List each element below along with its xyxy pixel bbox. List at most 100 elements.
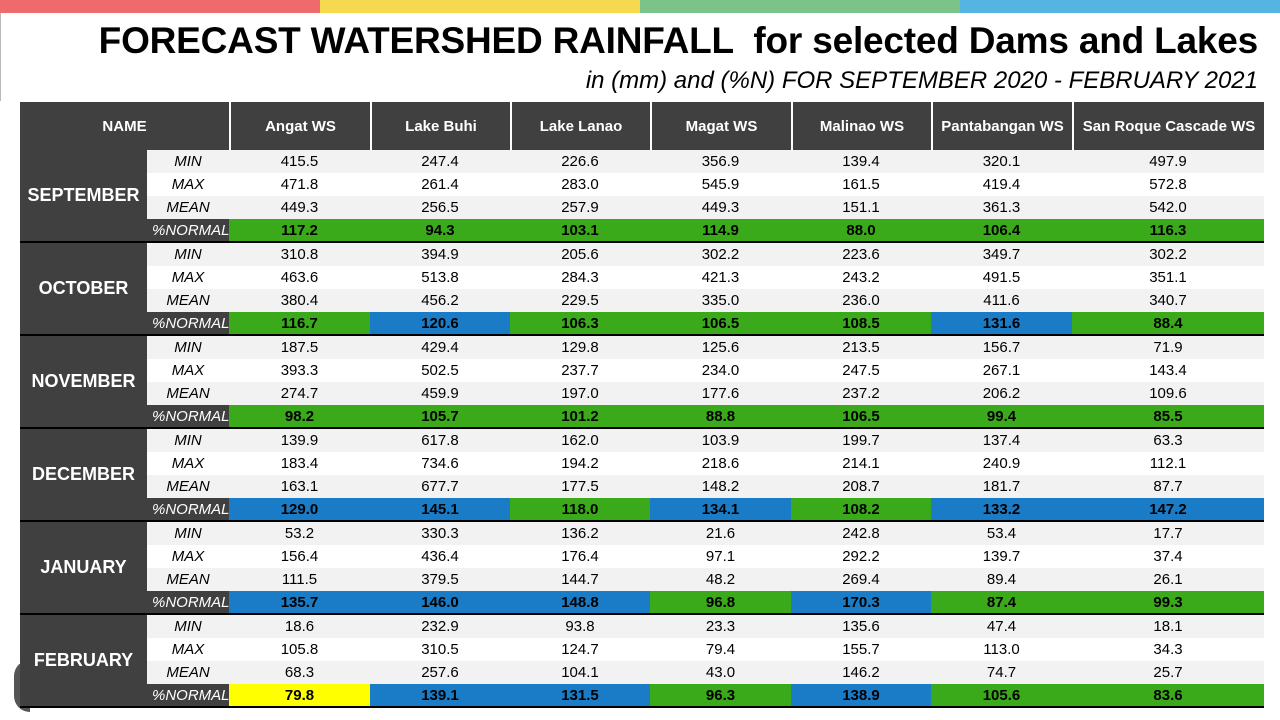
table-row-normal: %NORMAL 129.0 145.1 118.0 134.1 108.2 133.2 147… [147,498,1264,520]
rainfall-value-cell: 267.1 [982,362,1021,379]
percent-normal-cell: 131.6 [931,312,1072,334]
rainfall-value-cell: 139.7 [982,548,1021,565]
percent-normal-cell: 88.8 [650,405,791,427]
percent-normal-cell: 135.7 [229,591,370,613]
rainfall-value-cell: 421.3 [701,269,740,286]
percent-normal-cell: 170.3 [791,591,931,613]
table-row-normal: %NORMAL 116.7 120.6 106.3 106.5 108.5 131.6 88.… [147,312,1264,334]
rainfall-value-cell: 234.0 [701,362,740,379]
rainfall-value-cell: 197.0 [561,385,599,402]
rainfall-value-cell: 302.2 [701,246,740,263]
rainfall-value-cell: 677.7 [421,478,459,495]
table-row-max: MAX 393.3 502.5 237.7 234.0 247.5 267.1 143.4 [147,359,1264,382]
row-label: MAX [171,269,205,286]
page-title: FORECAST WATERSHED RAINFALL for selected… [98,20,1259,61]
rainfall-value-cell: 545.9 [701,176,740,193]
rainfall-value-cell: 53.2 [284,525,315,542]
rainfall-value-cell: 136.2 [561,525,599,542]
column-header: Lake Buhi [370,102,510,150]
rainfall-value-cell: 177.5 [561,478,599,495]
rainfall-value-cell: 146.2 [842,664,880,681]
percent-normal-cell: 79.8 [229,684,370,706]
rainfall-value-cell: 223.6 [842,246,880,263]
rainfall-value-cell: 129.8 [561,339,599,356]
column-header: Magat WS [650,102,791,150]
table-row-min: MIN 53.2 330.3 136.2 21.6 242.8 53.4 17.7 [147,522,1264,545]
row-label: %NORMAL [147,591,230,613]
rainfall-value-cell: 356.9 [701,153,740,170]
month-label: SEPTEMBER [20,150,147,241]
percent-normal-cell: 106.5 [791,405,931,427]
rainfall-value-cell: 63.3 [1153,432,1183,449]
percent-normal-cell: 133.2 [931,498,1072,520]
rainfall-value-cell: 415.5 [280,153,319,170]
month-block-december: DECEMBER MIN 139.9 617.8 162.0 103.9 199.7 137.… [20,429,1264,520]
rainfall-value-cell: 617.8 [421,432,459,449]
rainfall-value-cell: 112.1 [1149,455,1187,472]
table-row-normal: %NORMAL 117.2 94.3 103.1 114.9 88.0 106.4 116.3 [147,219,1264,241]
rainfall-value-cell: 242.8 [842,525,880,542]
month-separator [20,241,1264,243]
row-label: MIN [174,525,202,542]
row-label: MAX [171,455,205,472]
rainfall-value-cell: 340.7 [1149,292,1187,309]
month-separator [20,706,1264,708]
percent-normal-cell: 94.3 [370,219,510,241]
name-column-header: NAME [20,102,229,150]
row-label: MIN [174,618,202,635]
percent-normal-cell: 88.4 [1072,312,1264,334]
month-label: JANUARY [20,522,147,613]
rainfall-value-cell: 542.0 [1149,199,1187,216]
percent-normal-cell: 106.3 [510,312,650,334]
rainfall-value-cell: 302.2 [1149,246,1187,263]
row-label: MEAN [166,199,210,216]
rainfall-value-cell: 284.3 [561,269,599,286]
rainfall-value-cell: 103.9 [701,432,740,449]
percent-normal-cell: 138.9 [791,684,931,706]
rainfall-value-cell: 162.0 [561,432,599,449]
percent-normal-cell: 98.2 [229,405,370,427]
table-row-min: MIN 310.8 394.9 205.6 302.2 223.6 349.7 302.2 [147,243,1264,266]
rainfall-value-cell: 18.6 [284,618,315,635]
row-label: %NORMAL [147,312,230,334]
rainfall-value-cell: 243.2 [842,269,880,286]
month-separator [20,520,1264,522]
rainfall-value-cell: 177.6 [701,385,740,402]
percent-normal-cell: 96.3 [650,684,791,706]
rainfall-value-cell: 229.5 [561,292,599,309]
top-bar-blue [960,0,1280,13]
rainfall-value-cell: 176.4 [561,548,599,565]
rainfall-value-cell: 456.2 [421,292,459,309]
rainfall-value-cell: 18.1 [1153,618,1183,635]
row-label: %NORMAL [147,684,230,706]
rainfall-value-cell: 156.4 [280,548,319,565]
rainfall-value-cell: 572.8 [1149,176,1187,193]
row-label: MIN [174,246,202,263]
rainfall-value-cell: 247.5 [842,362,880,379]
rainfall-value-cell: 181.7 [982,478,1021,495]
rainfall-value-cell: 135.6 [842,618,880,635]
rainfall-value-cell: 257.9 [561,199,599,216]
rainfall-value-cell: 183.4 [280,455,319,472]
table-row-mean: MEAN 449.3 256.5 257.9 449.3 151.1 361.3 542.0 [147,196,1264,219]
rainfall-value-cell: 163.1 [280,478,319,495]
rainfall-value-cell: 320.1 [982,153,1021,170]
top-color-bar [0,0,1280,13]
rainfall-value-cell: 37.4 [1153,548,1183,565]
percent-normal-cell: 129.0 [229,498,370,520]
percent-normal-cell: 108.2 [791,498,931,520]
rainfall-value-cell: 419.4 [982,176,1021,193]
rainfall-value-cell: 283.0 [561,176,599,193]
percent-normal-cell: 88.0 [791,219,931,241]
percent-normal-cell: 118.0 [510,498,650,520]
rainfall-value-cell: 48.2 [705,571,736,588]
table-row-mean: MEAN 163.1 677.7 177.5 148.2 208.7 181.7 87.7 [147,475,1264,498]
table-row-normal: %NORMAL 98.2 105.7 101.2 88.8 106.5 99.4 85.5 [147,405,1264,427]
rainfall-value-cell: 89.4 [986,571,1017,588]
rainfall-value-cell: 335.0 [701,292,740,309]
rainfall-value-cell: 240.9 [982,455,1021,472]
rainfall-value-cell: 361.3 [982,199,1021,216]
rainfall-value-cell: 205.6 [561,246,599,263]
table-row-mean: MEAN 111.5 379.5 144.7 48.2 269.4 89.4 26.1 [147,568,1264,591]
rainfall-value-cell: 213.5 [842,339,880,356]
